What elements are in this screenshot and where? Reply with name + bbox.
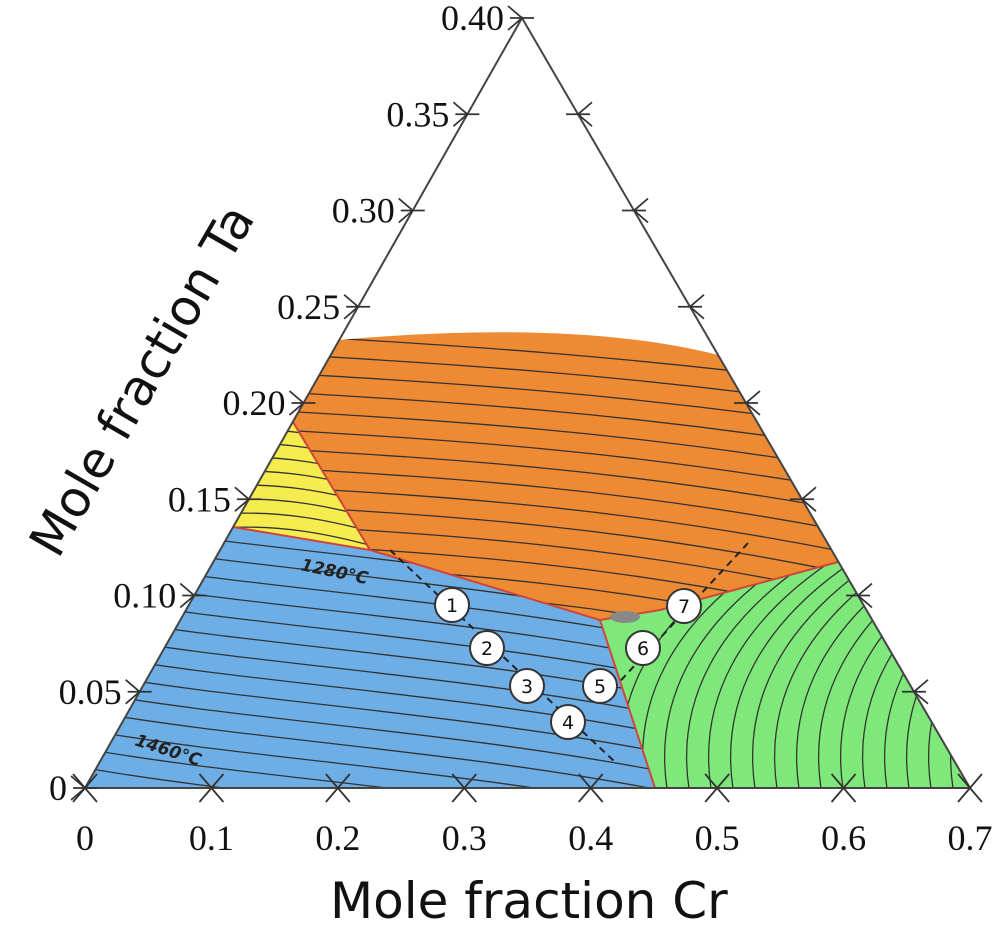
tick-mark [125, 679, 152, 705]
point-label: 2 [481, 638, 493, 660]
left-tick-label: 0.30 [332, 191, 395, 231]
tick-mark [288, 390, 316, 416]
left-tick-label: 0.20 [223, 383, 286, 423]
isotherm [85, 747, 655, 788]
tick-mark [902, 679, 929, 705]
tick-mark [830, 773, 857, 803]
point-marker [625, 630, 661, 666]
isotherm [730, 562, 856, 788]
point-marker [434, 587, 470, 623]
bottom-tick-label: 0.6 [821, 818, 866, 858]
tick-mark [452, 101, 480, 127]
point-label: 5 [594, 676, 606, 698]
left-tick-label: 0.05 [59, 672, 122, 712]
point-label: 3 [521, 676, 533, 698]
orange-region [293, 332, 838, 620]
tick-mark [704, 773, 730, 803]
isotherm [293, 486, 838, 554]
point-marker [582, 668, 618, 704]
blue-region [85, 527, 655, 788]
left-tick-label: 0.35 [386, 94, 449, 134]
tick-mark [451, 773, 477, 803]
tick-mark [846, 582, 873, 609]
point-marker [666, 588, 702, 624]
ternary-point [610, 611, 640, 623]
isotherm [293, 448, 838, 512]
isotherm [233, 526, 370, 549]
point-marker [469, 630, 505, 666]
bottom-tick-label: 0.7 [948, 818, 993, 858]
tick-mark [578, 773, 604, 803]
isotherm [85, 766, 655, 788]
left-tick-label: 0 [49, 768, 67, 808]
tick-mark [198, 773, 225, 803]
isotherm [85, 709, 655, 788]
isotherm [752, 562, 878, 788]
isotherm [293, 429, 838, 491]
bottom-tick-label: 0.4 [568, 818, 613, 858]
tick-mark [72, 773, 98, 803]
tick-mark [957, 773, 983, 803]
tick-marks [70, 5, 983, 803]
tick-mark [734, 390, 761, 416]
tick-mark [234, 486, 261, 512]
bottom-axis-title: Mole fraction Cr [330, 872, 728, 930]
left-tick-label: 0.40 [441, 0, 504, 38]
bottom-tick-label: 0 [76, 818, 94, 858]
left-tick-label: 0.10 [113, 576, 176, 616]
isotherm [686, 562, 812, 788]
isotherm [708, 562, 834, 788]
point-marker [509, 668, 545, 704]
bottom-tick-label: 0.3 [442, 818, 487, 858]
isotherm [293, 505, 838, 575]
tick-mark [343, 294, 371, 320]
point-label: 7 [678, 596, 690, 618]
tick-mark [790, 486, 817, 512]
point-label: 1 [446, 595, 458, 617]
bottom-tick-label: 0.1 [189, 818, 234, 858]
tick-mark [566, 101, 593, 127]
isotherm [293, 410, 838, 470]
tick-mark [179, 582, 207, 609]
point-label: 6 [637, 638, 649, 660]
left-tick-label: 0.25 [277, 287, 340, 327]
bottom-tick-label: 0.2 [315, 818, 360, 858]
tick-mark [622, 197, 649, 224]
isotherm [293, 391, 838, 449]
isotherm [950, 562, 970, 788]
tick-mark [325, 773, 351, 803]
isotherm [85, 728, 655, 788]
point-label: 4 [562, 712, 574, 734]
left-tick-label: 0.15 [168, 479, 231, 519]
isotherm [293, 467, 838, 533]
tick-mark [398, 197, 425, 224]
isotherm [85, 690, 655, 772]
tick-mark [678, 294, 705, 320]
tick-mark [507, 5, 534, 31]
yellow-region [233, 422, 370, 550]
bottom-tick-label: 0.5 [695, 818, 740, 858]
point-marker [550, 704, 586, 740]
